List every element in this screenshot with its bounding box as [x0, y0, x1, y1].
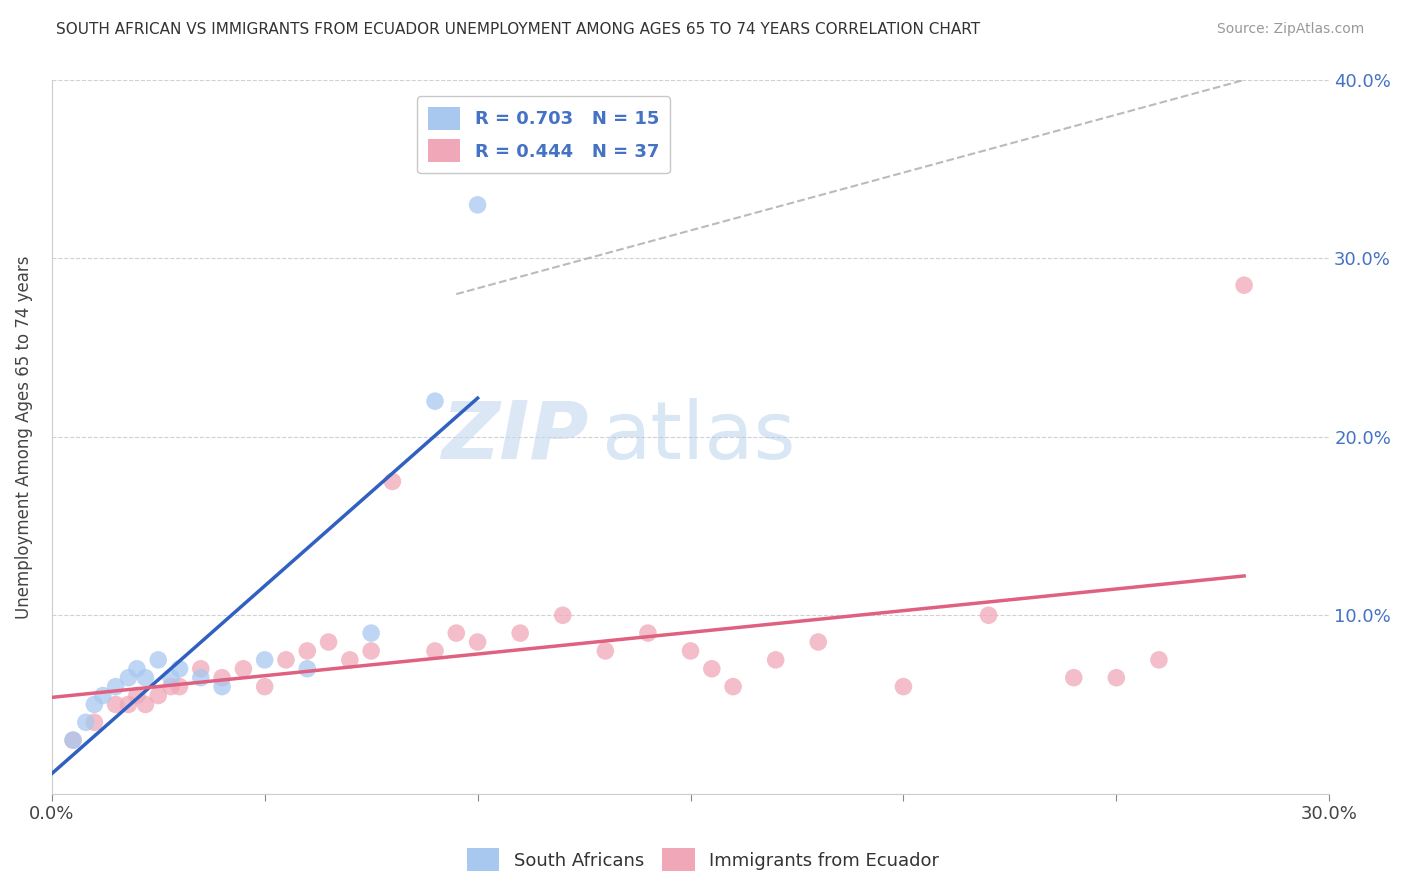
Point — [1063, 671, 1085, 685]
Point — [62, 733, 84, 747]
Text: Source: ZipAtlas.com: Source: ZipAtlas.com — [1216, 22, 1364, 37]
Point — [62, 733, 84, 747]
Point — [148, 653, 170, 667]
Point — [807, 635, 830, 649]
Point — [148, 689, 170, 703]
Point — [467, 198, 489, 212]
Point — [1105, 671, 1128, 685]
Point — [360, 644, 382, 658]
Legend: South Africans, Immigrants from Ecuador: South Africans, Immigrants from Ecuador — [460, 841, 946, 879]
Point — [381, 475, 404, 489]
Point — [679, 644, 702, 658]
Point — [91, 689, 114, 703]
Point — [595, 644, 617, 658]
Y-axis label: Unemployment Among Ages 65 to 74 years: Unemployment Among Ages 65 to 74 years — [15, 255, 32, 618]
Point — [190, 671, 212, 685]
Point — [211, 671, 233, 685]
Point — [160, 680, 183, 694]
Point — [253, 653, 276, 667]
Point — [893, 680, 915, 694]
Point — [467, 635, 489, 649]
Point — [83, 715, 105, 730]
Point — [637, 626, 659, 640]
Point — [104, 698, 127, 712]
Point — [509, 626, 531, 640]
Point — [765, 653, 787, 667]
Point — [117, 698, 139, 712]
Point — [360, 626, 382, 640]
Point — [700, 662, 723, 676]
Legend: R = 0.703   N = 15, R = 0.444   N = 37: R = 0.703 N = 15, R = 0.444 N = 37 — [418, 96, 671, 173]
Point — [977, 608, 1000, 623]
Point — [211, 680, 233, 694]
Point — [721, 680, 744, 694]
Point — [1147, 653, 1170, 667]
Point — [232, 662, 254, 676]
Point — [134, 671, 156, 685]
Point — [125, 689, 148, 703]
Point — [160, 671, 183, 685]
Point — [75, 715, 97, 730]
Text: SOUTH AFRICAN VS IMMIGRANTS FROM ECUADOR UNEMPLOYMENT AMONG AGES 65 TO 74 YEARS : SOUTH AFRICAN VS IMMIGRANTS FROM ECUADOR… — [56, 22, 980, 37]
Point — [551, 608, 574, 623]
Point — [423, 644, 446, 658]
Point — [169, 680, 191, 694]
Text: atlas: atlas — [602, 398, 796, 475]
Point — [423, 394, 446, 409]
Point — [339, 653, 361, 667]
Point — [318, 635, 340, 649]
Point — [104, 680, 127, 694]
Point — [169, 662, 191, 676]
Text: ZIP: ZIP — [441, 398, 588, 475]
Point — [190, 662, 212, 676]
Point — [1233, 278, 1256, 293]
Point — [117, 671, 139, 685]
Point — [125, 662, 148, 676]
Point — [134, 698, 156, 712]
Point — [274, 653, 297, 667]
Point — [83, 698, 105, 712]
Point — [446, 626, 468, 640]
Point — [253, 680, 276, 694]
Point — [297, 644, 319, 658]
Point — [297, 662, 319, 676]
